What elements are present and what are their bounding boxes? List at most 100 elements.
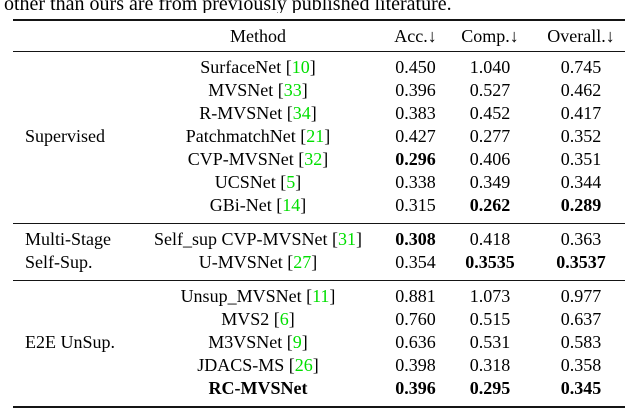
- citation-number[interactable]: 33: [283, 80, 302, 100]
- method-name: UCSNet: [214, 172, 276, 192]
- citation-bracket: ]: [288, 309, 295, 329]
- method-name: Self_sup CVP-MVSNet: [153, 229, 328, 249]
- header-overall: Overall.↓: [547, 25, 615, 46]
- citation-bracket: ]: [329, 286, 336, 306]
- comp-value-cell: 0.527: [469, 80, 511, 100]
- overall-value-cell: 0.745: [560, 57, 602, 77]
- overall-value-cell: 0.345: [560, 378, 602, 398]
- citation-number[interactable]: 27: [293, 252, 312, 272]
- method-cell: Unsup_MVSNet [11]: [128, 281, 388, 309]
- header-comp: Comp.↓: [461, 25, 519, 46]
- method-cell: U-MVSNet [27]: [128, 251, 388, 281]
- citation-number[interactable]: 31: [338, 229, 356, 249]
- table-row: CVP-MVSNet [32] 0.296 0.406 0.351: [13, 148, 625, 171]
- citation-number[interactable]: 34: [292, 103, 311, 123]
- method-cell: GBi-Net [14]: [128, 194, 388, 224]
- group-label-cell: [13, 281, 128, 309]
- header-method: Method: [230, 25, 286, 46]
- group-label-cell: E2E UnSup.: [25, 332, 115, 352]
- group-label-cell: [13, 148, 128, 171]
- comp-value-cell: 1.040: [469, 57, 511, 77]
- overall-value-cell: 0.351: [560, 149, 602, 169]
- overall-value-cell: 0.289: [560, 195, 602, 215]
- citation-bracket: [: [273, 309, 280, 329]
- group-label-cell: [13, 308, 128, 331]
- group-label-cell: [13, 102, 128, 125]
- citation-number[interactable]: 26: [294, 355, 313, 375]
- header-row: Method Acc.↓ Comp.↓ Overall.↓: [13, 20, 625, 52]
- citation-number[interactable]: 6: [279, 309, 289, 329]
- citation-bracket: [: [286, 332, 293, 352]
- method-name: R-MVSNet: [199, 103, 283, 123]
- method-name: RC-MVSNet: [208, 378, 308, 398]
- overall-value-cell: 0.637: [560, 309, 602, 329]
- table-row: MVSNet [33] 0.396 0.527 0.462: [13, 79, 625, 102]
- group-label-cell: Supervised: [25, 126, 105, 146]
- overall-value-cell: 0.3537: [556, 252, 606, 272]
- citation-bracket: ]: [324, 126, 331, 146]
- citation-bracket: [: [298, 149, 305, 169]
- citation-number[interactable]: 14: [282, 195, 301, 215]
- results-table: Method Acc.↓ Comp.↓ Overall.↓ SurfaceNet…: [13, 19, 625, 408]
- method-name: PatchmatchNet: [185, 126, 296, 146]
- group-label-cell: Self-Sup.: [25, 252, 93, 272]
- method-name: JDACS-MS: [197, 355, 285, 375]
- group-label-cell: [13, 52, 128, 80]
- acc-value-cell: 0.881: [395, 286, 436, 306]
- header-acc: Acc.↓: [394, 25, 437, 46]
- table-row: R-MVSNet [34] 0.383 0.452 0.417: [13, 102, 625, 125]
- method-cell: M3VSNet [9]: [128, 331, 388, 354]
- table-row: RC-MVSNet 0.396 0.295 0.345: [13, 377, 625, 407]
- citation-number[interactable]: 11: [312, 286, 330, 306]
- citation-bracket: ]: [312, 355, 319, 375]
- comp-value-cell: 0.277: [469, 126, 511, 146]
- citation-number[interactable]: 10: [291, 57, 310, 77]
- acc-value-cell: 0.315: [395, 195, 436, 215]
- acc-value-cell: 0.396: [395, 378, 436, 398]
- overall-value-cell: 0.363: [560, 229, 602, 249]
- overall-value-cell: 0.417: [560, 103, 602, 123]
- method-cell: RC-MVSNet: [128, 377, 388, 407]
- table-row: MVS2 [6] 0.760 0.515 0.637: [13, 308, 625, 331]
- citation-bracket: ]: [310, 103, 317, 123]
- overall-value-cell: 0.344: [560, 172, 602, 192]
- caption-line: other than ours are from previously publ…: [4, 0, 452, 13]
- acc-value-cell: 0.383: [395, 103, 436, 123]
- citation-bracket: ]: [356, 229, 362, 249]
- comp-value-cell: 0.406: [469, 149, 511, 169]
- section-multistage-selfsup: Multi-Stage Self_sup CVP-MVSNet [31] 0.308…: [13, 224, 625, 281]
- overall-value-cell: 0.462: [560, 80, 602, 100]
- citation-bracket: [: [277, 80, 284, 100]
- comp-value-cell: 0.318: [469, 355, 511, 375]
- citation-number[interactable]: 9: [292, 332, 302, 352]
- citation-bracket: [: [286, 103, 293, 123]
- table-row: GBi-Net [14] 0.315 0.262 0.289: [13, 194, 625, 224]
- acc-value-cell: 0.396: [395, 80, 436, 100]
- citation-bracket: [: [280, 172, 287, 192]
- comp-value-cell: 0.295: [469, 378, 511, 398]
- citation-bracket: [: [285, 57, 292, 77]
- comp-value-cell: 0.349: [469, 172, 511, 192]
- acc-value-cell: 0.760: [395, 309, 436, 329]
- overall-value-cell: 0.583: [560, 332, 602, 352]
- citation-number[interactable]: 21: [306, 126, 325, 146]
- method-cell: CVP-MVSNet [32]: [128, 148, 388, 171]
- citation-number[interactable]: 32: [304, 149, 323, 169]
- comp-value-cell: 0.418: [469, 229, 511, 249]
- group-label-cell: [13, 171, 128, 194]
- table-row: UCSNet [5] 0.338 0.349 0.344: [13, 171, 625, 194]
- table-row: E2E UnSup. M3VSNet [9] 0.636 0.531 0.583: [13, 331, 625, 354]
- section-e2e-unsup: Unsup_MVSNet [11] 0.881 1.073 0.977 MVS2 [6]…: [13, 281, 625, 408]
- overall-value-cell: 0.352: [560, 126, 602, 146]
- group-label-cell: [13, 354, 128, 377]
- method-cell: MVS2 [6]: [128, 308, 388, 331]
- citation-bracket: [: [306, 286, 313, 306]
- citation-number[interactable]: 5: [286, 172, 296, 192]
- comp-value-cell: 0.452: [469, 103, 511, 123]
- table-row: Supervised PatchmatchNet [21] 0.427 0.277 0.…: [13, 125, 625, 148]
- acc-value-cell: 0.308: [395, 229, 436, 249]
- method-cell: R-MVSNet [34]: [128, 102, 388, 125]
- header-group: [13, 20, 128, 52]
- method-cell: SurfaceNet [10]: [128, 52, 388, 80]
- comp-value-cell: 0.3535: [465, 252, 515, 272]
